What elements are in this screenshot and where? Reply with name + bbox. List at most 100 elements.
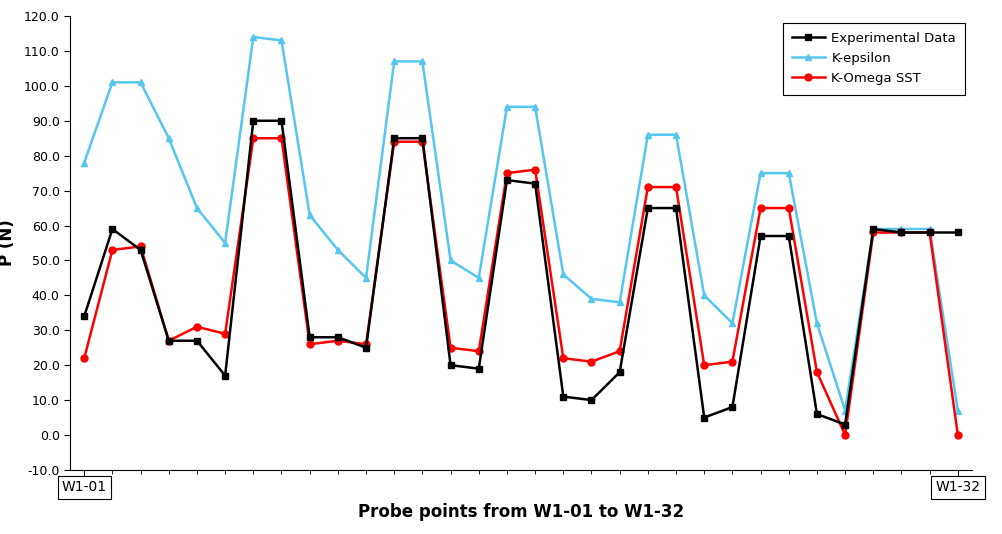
K-Omega SST xyxy=(811,369,823,375)
Experimental Data xyxy=(642,205,654,211)
K-epsilon xyxy=(332,247,344,253)
K-epsilon xyxy=(783,170,795,176)
K-Omega SST xyxy=(276,135,288,142)
K-epsilon xyxy=(501,104,513,110)
K-epsilon xyxy=(417,58,429,65)
K-Omega SST xyxy=(417,138,429,145)
K-Omega SST xyxy=(388,138,400,145)
K-epsilon xyxy=(557,271,569,278)
K-epsilon xyxy=(445,257,457,264)
Experimental Data xyxy=(896,229,908,235)
Experimental Data xyxy=(783,233,795,239)
K-epsilon xyxy=(755,170,767,176)
Experimental Data xyxy=(134,247,146,253)
K-Omega SST xyxy=(106,247,118,253)
Experimental Data xyxy=(924,229,936,235)
K-Omega SST xyxy=(839,432,851,438)
K-Omega SST xyxy=(247,135,260,142)
K-epsilon xyxy=(473,274,485,281)
K-epsilon xyxy=(868,226,880,232)
K-epsilon xyxy=(585,296,597,302)
K-Omega SST xyxy=(924,229,936,235)
Experimental Data xyxy=(276,117,288,124)
K-Omega SST xyxy=(78,355,90,362)
K-Omega SST xyxy=(698,362,710,368)
Experimental Data xyxy=(811,411,823,417)
K-Omega SST xyxy=(755,205,767,211)
K-epsilon xyxy=(247,34,260,40)
Y-axis label: P (N): P (N) xyxy=(0,219,15,266)
K-epsilon xyxy=(896,226,908,232)
K-Omega SST xyxy=(726,358,738,365)
Experimental Data xyxy=(162,337,174,344)
K-epsilon xyxy=(78,160,90,166)
K-epsilon xyxy=(134,79,146,85)
Experimental Data xyxy=(78,313,90,319)
Experimental Data xyxy=(332,334,344,341)
Legend: Experimental Data, K-epsilon, K-Omega SST: Experimental Data, K-epsilon, K-Omega SS… xyxy=(783,22,965,95)
K-epsilon xyxy=(106,79,118,85)
Experimental Data xyxy=(501,177,513,183)
Experimental Data xyxy=(106,226,118,232)
Experimental Data xyxy=(726,404,738,410)
Experimental Data xyxy=(191,337,203,344)
K-Omega SST xyxy=(191,324,203,330)
K-Omega SST xyxy=(670,184,682,190)
Line: Experimental Data: Experimental Data xyxy=(81,117,961,428)
Experimental Data xyxy=(247,117,260,124)
K-Omega SST xyxy=(134,244,146,250)
Experimental Data xyxy=(417,135,429,142)
Experimental Data xyxy=(698,414,710,421)
K-epsilon xyxy=(670,131,682,138)
Experimental Data xyxy=(839,421,851,428)
K-epsilon xyxy=(276,37,288,44)
Experimental Data xyxy=(304,334,316,341)
K-epsilon xyxy=(839,407,851,414)
Experimental Data xyxy=(360,344,372,351)
K-epsilon xyxy=(698,292,710,299)
K-epsilon xyxy=(726,320,738,326)
K-epsilon xyxy=(529,104,541,110)
K-epsilon xyxy=(360,274,372,281)
Line: K-epsilon: K-epsilon xyxy=(81,34,961,414)
Experimental Data xyxy=(613,369,625,375)
K-epsilon xyxy=(191,205,203,211)
Experimental Data xyxy=(868,226,880,232)
K-Omega SST xyxy=(868,229,880,235)
K-Omega SST xyxy=(613,348,625,355)
K-Omega SST xyxy=(473,348,485,355)
K-Omega SST xyxy=(529,167,541,173)
Experimental Data xyxy=(219,372,231,379)
Experimental Data xyxy=(388,135,400,142)
K-epsilon xyxy=(613,299,625,305)
Line: K-Omega SST: K-Omega SST xyxy=(81,135,961,438)
K-Omega SST xyxy=(219,331,231,337)
K-Omega SST xyxy=(642,184,654,190)
K-Omega SST xyxy=(304,341,316,348)
Experimental Data xyxy=(473,365,485,372)
K-epsilon xyxy=(388,58,400,65)
Experimental Data xyxy=(755,233,767,239)
K-Omega SST xyxy=(332,337,344,344)
Experimental Data xyxy=(670,205,682,211)
K-epsilon xyxy=(924,226,936,232)
K-epsilon xyxy=(952,407,964,414)
Experimental Data xyxy=(585,397,597,403)
Experimental Data xyxy=(952,229,964,235)
K-Omega SST xyxy=(360,341,372,348)
K-Omega SST xyxy=(896,229,908,235)
K-Omega SST xyxy=(445,344,457,351)
X-axis label: Probe points from W1-01 to W1-32: Probe points from W1-01 to W1-32 xyxy=(358,502,684,521)
Experimental Data xyxy=(445,362,457,368)
Experimental Data xyxy=(557,394,569,400)
K-epsilon xyxy=(642,131,654,138)
K-epsilon xyxy=(304,212,316,218)
K-Omega SST xyxy=(952,432,964,438)
K-Omega SST xyxy=(501,170,513,176)
K-Omega SST xyxy=(783,205,795,211)
K-Omega SST xyxy=(585,358,597,365)
K-epsilon xyxy=(219,240,231,246)
K-epsilon xyxy=(162,135,174,142)
K-Omega SST xyxy=(557,355,569,362)
Experimental Data xyxy=(529,180,541,187)
